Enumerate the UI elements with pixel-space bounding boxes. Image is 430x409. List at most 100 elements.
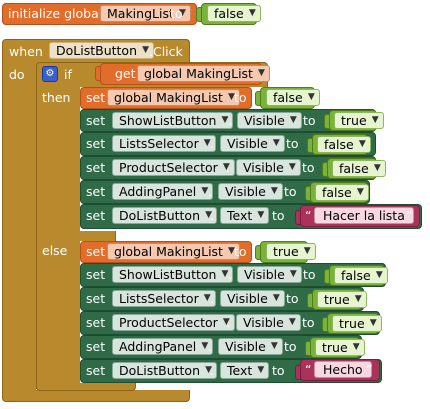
dropdown-arrow-icon: ▼ [222, 162, 230, 172]
component-field[interactable]: ShowListButton ▼ [112, 266, 234, 283]
value-field[interactable]: false ▼ [315, 184, 369, 201]
value-field[interactable]: true ▼ [317, 291, 367, 308]
set-label: set [86, 90, 106, 105]
get-label: get [115, 66, 136, 81]
socket-connector [295, 210, 301, 225]
property-field[interactable]: Visible ▼ [236, 159, 301, 176]
text-value-field[interactable]: Hecho [314, 361, 372, 378]
init-value-field[interactable]: false ▼ [207, 5, 261, 22]
property-field[interactable]: Visible ▼ [237, 266, 302, 283]
value-field[interactable]: false ▼ [332, 160, 386, 177]
component-field[interactable]: ShowListButton ▼ [112, 112, 234, 129]
set-var-field[interactable]: global MakingList ▼ [107, 89, 240, 106]
dropdown-arrow-icon: ▼ [352, 342, 360, 352]
dot-label: . [228, 267, 232, 282]
value-field[interactable]: true ▼ [332, 315, 382, 332]
dropdown-arrow-icon: ▼ [354, 294, 362, 304]
dot-label: . [210, 208, 214, 223]
set-label: set [86, 113, 106, 128]
value-field[interactable]: true ▼ [266, 243, 316, 260]
property-field[interactable]: Visible ▼ [220, 290, 285, 307]
component-text: ListsSelector [119, 291, 199, 306]
dropdown-arrow-icon: ▼ [222, 317, 230, 327]
property-field[interactable]: Visible ▼ [220, 135, 285, 152]
gear-icon[interactable]: ⚙ [42, 66, 58, 82]
value-field[interactable]: false ▼ [334, 267, 388, 284]
component-field[interactable]: DoListButton ▼ [112, 207, 217, 224]
text-value-field[interactable]: Hacer la lista [314, 207, 414, 224]
value-text: true [339, 316, 365, 331]
component-field[interactable]: ListsSelector ▼ [112, 290, 216, 307]
socket-connector [95, 66, 101, 81]
property-text: Visible [227, 291, 268, 306]
get-var-text: global MakingList [144, 66, 253, 81]
set-to-label: to [284, 339, 297, 354]
set-to-label: to [272, 363, 285, 378]
if-label: if [64, 67, 72, 82]
dropdown-arrow-icon: ▼ [142, 45, 149, 55]
property-field[interactable]: Text ▼ [220, 207, 270, 224]
global-var-name-field[interactable]: MakingList ▼ [100, 5, 191, 22]
value-text: true [322, 340, 348, 355]
value-field[interactable]: true ▼ [315, 339, 365, 356]
component-text: AddingPanel [119, 184, 197, 199]
initialize-global-label: initialize global [8, 6, 103, 21]
set-label: set [86, 244, 106, 259]
set-to-label: to [303, 267, 316, 282]
dropdown-arrow-icon: ▼ [307, 92, 315, 102]
component-field[interactable]: ProductSelector ▼ [112, 159, 235, 176]
socket-connector [324, 114, 330, 129]
dropdown-arrow-icon: ▼ [205, 210, 212, 220]
socket-connector [305, 186, 311, 201]
value-field[interactable]: true ▼ [334, 112, 384, 129]
component-text: DoListButton [119, 208, 200, 223]
set-var-text: global MakingList [114, 244, 223, 259]
value-text: false [273, 90, 303, 105]
get-var-field[interactable]: global MakingList ▼ [137, 65, 270, 82]
component-field[interactable]: AddingPanel ▼ [112, 183, 214, 200]
initialize-to-label: to [170, 6, 183, 21]
property-text: Visible [227, 136, 268, 151]
event-component-field[interactable]: DoListButton ▼ [49, 42, 154, 59]
property-field[interactable]: Visible ▼ [218, 338, 283, 355]
dot-label: . [226, 315, 230, 330]
dropdown-arrow-icon: ▼ [358, 139, 366, 149]
value-field[interactable]: false ▼ [266, 89, 320, 106]
component-field[interactable]: DoListButton ▼ [112, 362, 217, 379]
then-label: then [42, 90, 71, 105]
socket-connector [255, 91, 261, 106]
component-field[interactable]: ListsSelector ▼ [112, 135, 216, 152]
set-to-label: to [302, 315, 315, 330]
close-quote-label: ” [406, 208, 413, 223]
dropdown-arrow-icon: ▼ [221, 269, 229, 279]
value-text: false [324, 137, 354, 152]
dropdown-arrow-icon: ▼ [373, 163, 381, 173]
dropdown-arrow-icon: ▼ [257, 210, 265, 220]
socket-connector [295, 365, 301, 380]
dot-label: . [228, 113, 232, 128]
text-value-text: Hacer la lista [323, 208, 405, 223]
property-field[interactable]: Visible ▼ [237, 112, 302, 129]
property-field[interactable]: Visible ▼ [236, 314, 301, 331]
dropdown-arrow-icon: ▼ [356, 187, 364, 197]
dropdown-arrow-icon: ▼ [228, 246, 235, 256]
set-label: set [86, 208, 106, 223]
dot-label: . [208, 339, 212, 354]
dropdown-arrow-icon: ▼ [257, 365, 265, 375]
dropdown-arrow-icon: ▼ [203, 138, 211, 148]
set-var-field[interactable]: global MakingList ▼ [107, 243, 240, 260]
value-field[interactable]: false ▼ [317, 136, 371, 153]
socket-connector [196, 7, 202, 22]
component-field[interactable]: AddingPanel ▼ [112, 338, 214, 355]
set-to-label: to [272, 208, 285, 223]
dropdown-arrow-icon: ▼ [270, 341, 278, 351]
dropdown-arrow-icon: ▼ [270, 186, 278, 196]
set-to-label: to [286, 136, 299, 151]
property-field[interactable]: Text ▼ [220, 362, 270, 379]
component-text: ListsSelector [119, 136, 199, 151]
set-label: set [86, 267, 106, 282]
component-field[interactable]: ProductSelector ▼ [112, 314, 235, 331]
property-field[interactable]: Visible ▼ [218, 183, 283, 200]
event-name-label: .Click [149, 44, 183, 59]
